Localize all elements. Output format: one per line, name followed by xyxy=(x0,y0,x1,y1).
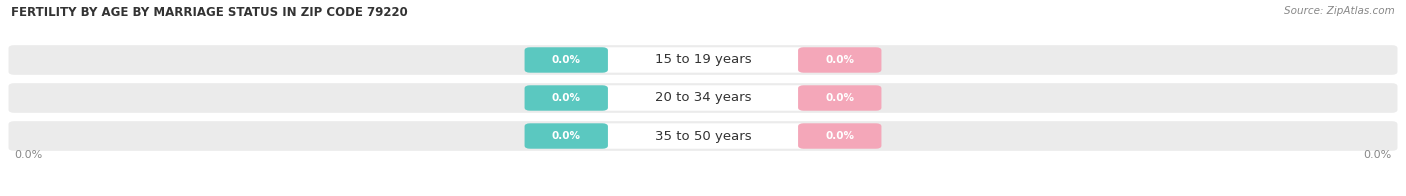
FancyBboxPatch shape xyxy=(524,123,607,149)
FancyBboxPatch shape xyxy=(8,45,1398,75)
FancyBboxPatch shape xyxy=(8,83,1398,113)
Text: 0.0%: 0.0% xyxy=(825,55,855,65)
FancyBboxPatch shape xyxy=(799,123,882,149)
FancyBboxPatch shape xyxy=(8,121,1398,151)
FancyBboxPatch shape xyxy=(600,47,806,73)
FancyBboxPatch shape xyxy=(600,85,806,111)
FancyBboxPatch shape xyxy=(799,47,882,73)
Text: 20 to 34 years: 20 to 34 years xyxy=(655,92,751,104)
Text: 15 to 19 years: 15 to 19 years xyxy=(655,54,751,66)
FancyBboxPatch shape xyxy=(600,123,806,149)
Text: Source: ZipAtlas.com: Source: ZipAtlas.com xyxy=(1284,6,1395,16)
FancyBboxPatch shape xyxy=(799,85,882,111)
FancyBboxPatch shape xyxy=(524,47,607,73)
Text: FERTILITY BY AGE BY MARRIAGE STATUS IN ZIP CODE 79220: FERTILITY BY AGE BY MARRIAGE STATUS IN Z… xyxy=(11,6,408,19)
Text: 35 to 50 years: 35 to 50 years xyxy=(655,130,751,142)
Text: 0.0%: 0.0% xyxy=(551,55,581,65)
Text: 0.0%: 0.0% xyxy=(825,131,855,141)
FancyBboxPatch shape xyxy=(524,85,607,111)
Text: 0.0%: 0.0% xyxy=(1364,150,1392,160)
Text: 0.0%: 0.0% xyxy=(551,93,581,103)
Text: 0.0%: 0.0% xyxy=(551,131,581,141)
Text: 0.0%: 0.0% xyxy=(14,150,42,160)
Text: 0.0%: 0.0% xyxy=(825,93,855,103)
